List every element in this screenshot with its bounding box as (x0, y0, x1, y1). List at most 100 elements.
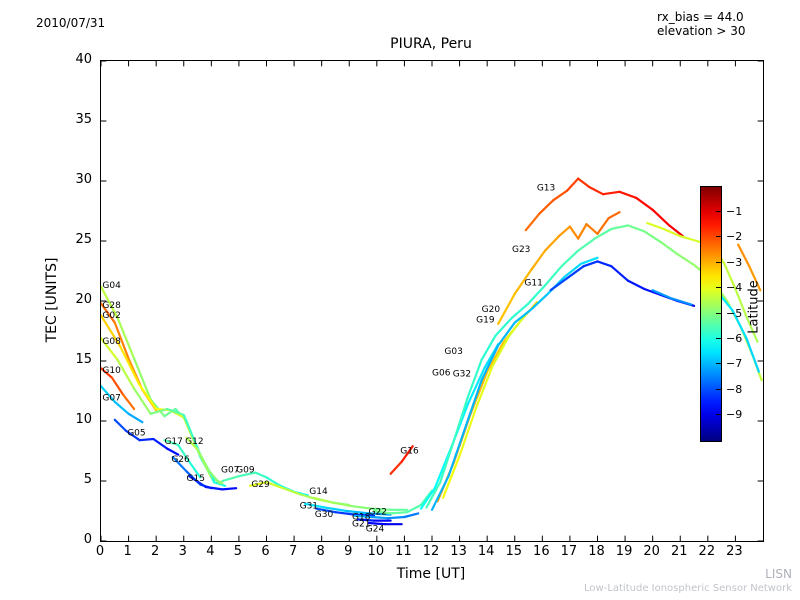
tec-track-G22 (372, 509, 392, 515)
tec-track-G23 (577, 223, 588, 240)
tec-track-G22 (389, 511, 409, 515)
x-tick-label: 16 (533, 544, 550, 559)
colorbar-tick-label: −1 (726, 204, 743, 218)
tec-track-G11 (566, 265, 585, 280)
tec-track-G07 (101, 385, 116, 403)
tec-track-G28 (101, 302, 116, 324)
satellite-label: G29 (251, 480, 270, 490)
satellite-label: G10 (102, 366, 121, 376)
colorbar-tick-label: −2 (726, 230, 743, 244)
satellite-label: G16 (400, 446, 419, 456)
tec-track-G19 (464, 379, 483, 430)
tec-track-G18 (403, 512, 420, 519)
satellite-label: G12 (185, 437, 203, 447)
x-tick-label: 18 (588, 544, 605, 559)
tec-track-G16 (389, 460, 403, 475)
x-tick-label: 22 (698, 544, 716, 559)
colorbar-tick-label: −9 (726, 408, 743, 422)
tec-track-track-c (745, 337, 760, 373)
tec-track-G23 (585, 223, 599, 235)
tec-track-G11 (626, 279, 646, 291)
satellite-label: G31 (300, 502, 318, 512)
x-tick-label: 11 (395, 544, 412, 559)
y-tick-label: 20 (75, 292, 92, 307)
tec-track-track-d (748, 265, 762, 292)
tec-track-G09 (221, 475, 241, 483)
tec-track-track-c (731, 309, 748, 340)
x-axis-label: Time [UT] (396, 566, 466, 582)
satellite-label: G22 (369, 508, 387, 518)
tec-track-G13 (577, 177, 591, 189)
tec-track-G23 (497, 292, 516, 325)
tec-track-track-a (723, 262, 737, 291)
tec-track-G08 (116, 358, 136, 390)
tec-track-G14 (312, 496, 334, 504)
tec-track-G28 (113, 321, 130, 360)
satellite-label: G13 (537, 184, 555, 194)
x-tick-label: 15 (505, 544, 523, 559)
tec-track-G13 (588, 185, 605, 196)
tec-track-G13 (635, 196, 654, 211)
satellite-label: G06 (432, 368, 451, 378)
tec-track-G19 (447, 427, 467, 478)
tec-track-G24 (367, 521, 387, 526)
satellite-label: G21 (352, 520, 370, 530)
tec-track-G17 (163, 439, 180, 447)
tec-track-track-a (646, 221, 665, 231)
tec-track-G20 (610, 224, 629, 231)
tec-track-G11 (643, 287, 663, 297)
satellite-label: G28 (102, 301, 121, 311)
tec-track-G08 (101, 337, 119, 361)
tec-track-G06 (466, 367, 486, 406)
satellite-label: G18 (352, 512, 371, 522)
tec-track-G02 (138, 383, 158, 411)
lisn-watermark-subtitle: Low-Latitude Ionospheric Sensor Network (584, 583, 792, 594)
tec-track-G15 (188, 475, 207, 489)
tec-track-G30 (353, 513, 376, 517)
tec-track-G20 (543, 265, 563, 287)
satellite-label: G07 (102, 394, 120, 404)
tec-track-G23 (530, 249, 547, 271)
colorbar-tick (716, 287, 721, 289)
x-tick-label: 2 (151, 544, 160, 559)
tec-track-G23 (543, 235, 560, 252)
tec-track-G31 (304, 502, 326, 509)
tec-track-track-b (670, 297, 693, 306)
satellite-label: G20 (482, 305, 501, 315)
satellite-label: G09 (236, 466, 255, 476)
y-tick-label: 0 (83, 532, 92, 547)
tec-track-G16 (400, 445, 414, 463)
y-tick-label: 30 (75, 172, 92, 187)
x-tick-label: 14 (477, 544, 495, 559)
satellite-label: G24 (366, 524, 385, 534)
colorbar-tick (716, 414, 721, 416)
tec-track-G10 (110, 376, 125, 396)
colorbar-tick-label: −8 (726, 382, 743, 396)
y-tick-label: 35 (75, 112, 92, 127)
tec-track-G21 (356, 518, 376, 522)
tec-track-G10 (121, 393, 136, 411)
tec-track-G29 (265, 481, 285, 490)
tec-track-G20 (439, 439, 456, 484)
tec-track-G11 (549, 277, 569, 292)
tec-track-G22 (406, 503, 423, 514)
tec-track-G20 (593, 227, 613, 240)
colorbar-tick-label: −3 (726, 255, 743, 269)
colorbar-tick-label: −6 (726, 331, 743, 345)
tec-track-G04 (132, 357, 152, 401)
tec-track-G05 (152, 437, 169, 450)
tec-track-G13 (538, 199, 555, 215)
tec-track-G11 (610, 265, 629, 282)
colorbar-tick (716, 312, 721, 314)
tec-track-G13 (552, 189, 569, 202)
x-tick-label: 3 (178, 544, 187, 559)
tec-track-G20 (480, 334, 497, 361)
colorbar-tick-label: −7 (726, 357, 743, 371)
corner-annotations: rx_bias = 44.0 elevation > 30 (657, 10, 746, 38)
tec-track-G20 (527, 284, 547, 305)
tec-track-G13 (668, 224, 685, 238)
tec-track-G14 (350, 505, 373, 510)
colorbar-tick (716, 236, 721, 238)
tec-track-track-b (651, 289, 674, 300)
tec-track-G20 (659, 241, 679, 256)
